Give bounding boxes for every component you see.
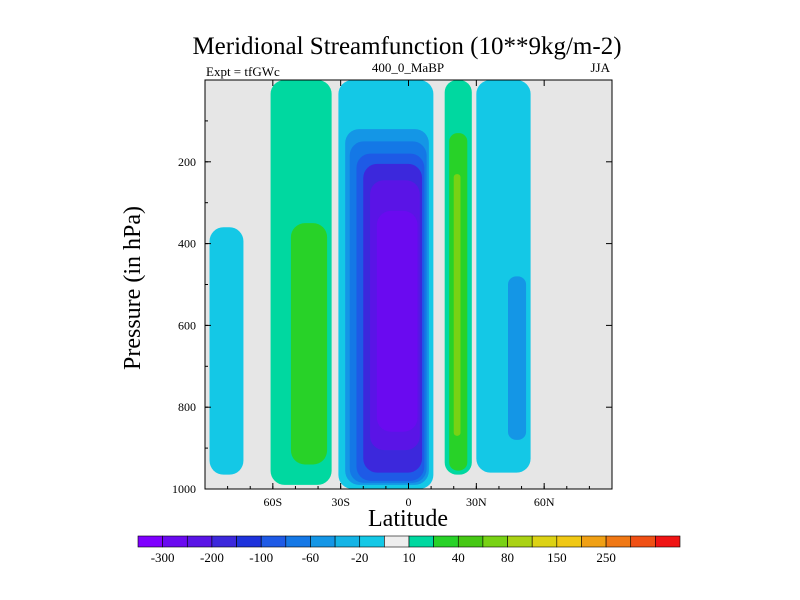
x-tick-label: 30N [466, 495, 487, 509]
colorbar-swatch [581, 535, 607, 548]
x-tick-label: 0 [406, 495, 412, 509]
colorbar-label: -300 [151, 550, 175, 565]
colorbar-swatch [482, 535, 508, 548]
contour-nh-polar-cyan-cell [209, 227, 244, 475]
colorbar-label: -100 [249, 550, 273, 565]
colorbar-label: -20 [351, 550, 368, 565]
colorbar-label: -60 [302, 550, 319, 565]
x-axis: 60S 30S 0 30N 60N [204, 80, 613, 509]
colorbar-swatch [285, 535, 311, 548]
colorbar-swatch [211, 535, 237, 548]
colorbar-label: 40 [452, 550, 465, 565]
center-string: 400_0_MaBP [372, 60, 444, 75]
colorbar-label: -200 [200, 550, 224, 565]
colorbar-swatch [408, 535, 434, 548]
contour-tropical-cell-core [376, 210, 418, 432]
contour-fills [209, 80, 531, 489]
colorbar-swatch [334, 535, 361, 548]
y-tick-label: 200 [178, 155, 196, 169]
x-axis-label: Latitude [368, 506, 448, 532]
x-tick-label: 60N [534, 495, 555, 509]
colorbar: -300 -200 -100 -60 -20 10 40 80 150 250 [137, 535, 681, 565]
colorbar-swatch [655, 535, 681, 548]
colorbar-swatch [384, 535, 410, 548]
colorbar-swatch [162, 535, 188, 548]
colorbar-swatch [630, 535, 656, 548]
colorbar-swatch [531, 535, 558, 548]
x-tick-label: 60S [263, 495, 282, 509]
colorbar-swatch [556, 535, 582, 548]
colorbar-swatch [507, 535, 533, 548]
y-tick-label: 1000 [172, 482, 196, 496]
y-axis-label: Pressure (in hPa) [120, 206, 146, 370]
x-tick-label: 30S [331, 495, 350, 509]
colorbar-swatch [186, 535, 213, 548]
colorbar-label: 150 [547, 550, 567, 565]
colorbar-swatch [457, 535, 484, 548]
colorbar-label: 250 [596, 550, 616, 565]
colorbar-swatch [433, 535, 459, 548]
colorbar-swatch [359, 535, 385, 548]
colorbar-swatch [236, 535, 262, 548]
y-axis: 200 400 600 800 1000 [172, 120, 612, 496]
right-string: JJA [590, 60, 610, 75]
y-tick-label: 800 [178, 400, 196, 414]
y-tick-label: 600 [178, 318, 196, 332]
plot-area [204, 79, 613, 490]
colorbar-swatch [137, 535, 163, 548]
chart-title: Meridional Streamfunction (10**9kg/m-2) [192, 33, 621, 60]
contour-sh-midlat-green-core [290, 223, 328, 465]
colorbar-swatch [310, 535, 336, 548]
contour-nh-subtropic-yellow-core [453, 174, 461, 436]
colorbar-swatch [260, 535, 287, 548]
contour-nh-midlat-blue-core [507, 276, 527, 440]
y-tick-label: 400 [178, 237, 196, 251]
colorbar-swatch [605, 535, 632, 548]
colorbar-label: 80 [501, 550, 514, 565]
colorbar-label: 10 [403, 550, 416, 565]
left-string: Expt = tfGWc [206, 64, 280, 79]
